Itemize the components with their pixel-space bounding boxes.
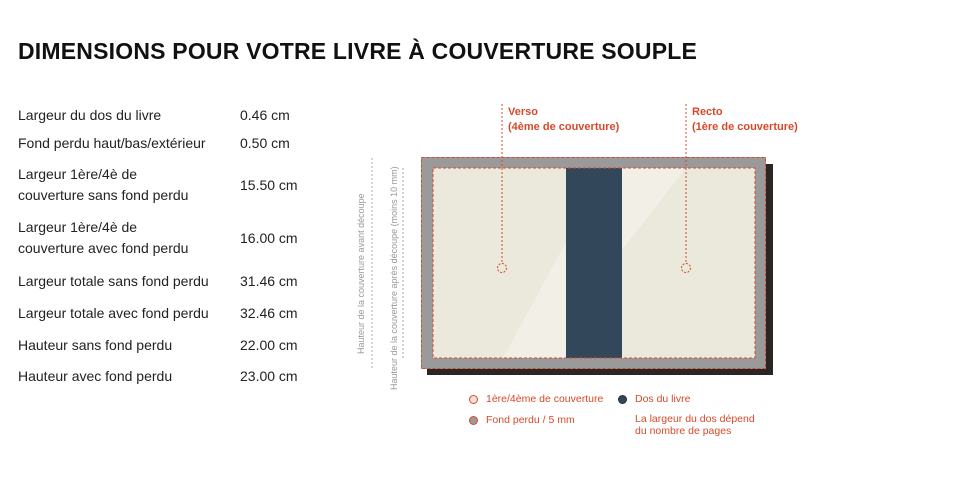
recto-label: Recto (692, 106, 723, 118)
spec-value: 0.50 cm (240, 134, 290, 151)
spec-value: 0.46 cm (240, 107, 290, 123)
spec-label: Largeur du dos du livre (18, 107, 162, 123)
spec-label: Hauteur sans fond perdu (18, 336, 173, 353)
spec-value: 23.00 cm (240, 368, 298, 384)
spine-note-line2: du nombre de pages (635, 425, 732, 437)
height-after-cut-label: Hauteur de la couverture après découpe (… (389, 166, 399, 390)
legend-item-cover: 1ère/4ème de couverture (469, 393, 603, 405)
spine (566, 168, 622, 358)
legend-item-spine: Dos du livre (618, 393, 690, 405)
trim-outline (432, 167, 756, 359)
spec-row: Largeur du dos du livre 0.46 cm (18, 104, 318, 127)
page-title: DIMENSIONS POUR VOTRE LIVRE À COUVERTURE… (18, 38, 698, 64)
verso-label: Verso (508, 106, 538, 118)
spec-label: Largeur 1ère/4è de couverture avec fond p… (18, 219, 189, 256)
verso-marker-icon (497, 263, 507, 273)
dimensions-table: Largeur du dos du livre 0.46 cm Fond per… (18, 104, 318, 392)
spec-row: Fond perdu haut/bas/extérieur 0.50 cm (18, 127, 318, 159)
spec-value: 15.50 cm (240, 176, 298, 193)
verso-sublabel: (4ème de couverture) (508, 121, 620, 133)
spec-label: Fond perdu haut/bas/extérieur (18, 134, 206, 151)
spec-row: Largeur totale sans fond perdu 31.46 cm (18, 265, 318, 298)
legend-spine-note: La largeur du dos dépend du nombre de pa… (635, 413, 755, 437)
back-cover-highlight (503, 242, 566, 358)
recto-sublabel: (1ère de couverture) (692, 121, 798, 133)
legend-cover-label: 1ère/4ème de couverture (486, 393, 604, 405)
cover-swatch-icon (469, 395, 478, 404)
spec-row: Largeur 1ère/4è de couverture avec fond p… (18, 211, 318, 265)
height-before-cut-label: Hauteur de la couverture avant découpe (356, 193, 366, 354)
front-cover-highlight (622, 168, 686, 250)
spec-value: 31.46 cm (240, 273, 298, 289)
legend-bleed-label: Fond perdu / 5 mm (486, 414, 575, 426)
bleed-outline (421, 157, 766, 369)
legend-spine-label: Dos du livre (635, 393, 691, 405)
spec-label: Largeur totale sans fond perdu (18, 273, 209, 289)
legend-item-bleed: Fond perdu / 5 mm (469, 414, 575, 426)
spec-label: Largeur 1ère/4è de couverture sans fond p… (18, 166, 189, 203)
spec-label: Largeur totale avec fond perdu (18, 305, 209, 321)
spec-value: 32.46 cm (240, 305, 298, 321)
recto-marker-icon (681, 263, 691, 273)
spec-value: 16.00 cm (240, 229, 298, 246)
spine-swatch-icon (618, 395, 627, 404)
spec-row: Hauteur sans fond perdu 22.00 cm (18, 329, 318, 361)
bleed-swatch-icon (469, 416, 478, 425)
spec-row: Hauteur avec fond perdu 23.00 cm (18, 361, 318, 392)
spec-row: Largeur 1ère/4è de couverture sans fond p… (18, 159, 318, 211)
spec-label: Hauteur avec fond perdu (18, 368, 173, 384)
spec-value: 22.00 cm (240, 336, 298, 353)
spine-note-line1: La largeur du dos dépend (635, 413, 755, 425)
spec-row: Largeur totale avec fond perdu 32.46 cm (18, 298, 318, 329)
